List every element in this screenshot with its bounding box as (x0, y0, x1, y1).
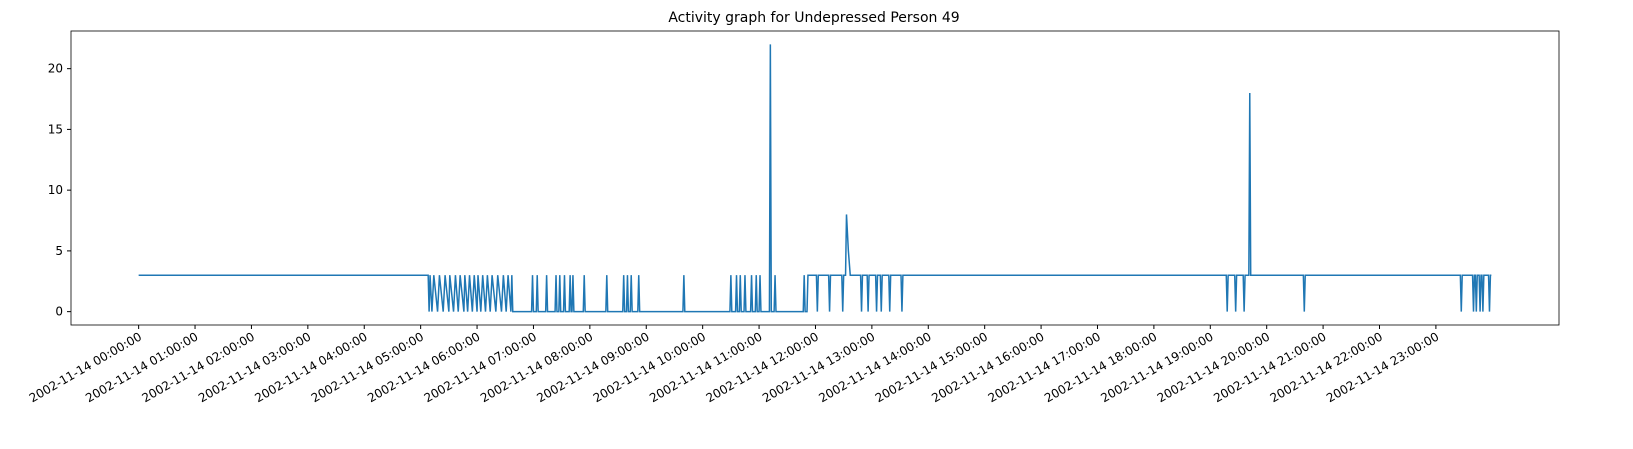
line (138, 44, 1492, 313)
chart-title: Activity graph for Undepressed Person 49 (668, 10, 959, 26)
y-tick-label: 15 (48, 122, 63, 136)
plot-frame (70, 30, 1560, 326)
y-tick-label: 5 (55, 244, 63, 258)
y-tick-label: 10 (48, 183, 63, 197)
y-tick-label: 0 (55, 305, 63, 319)
y-tick-label: 20 (48, 62, 63, 76)
